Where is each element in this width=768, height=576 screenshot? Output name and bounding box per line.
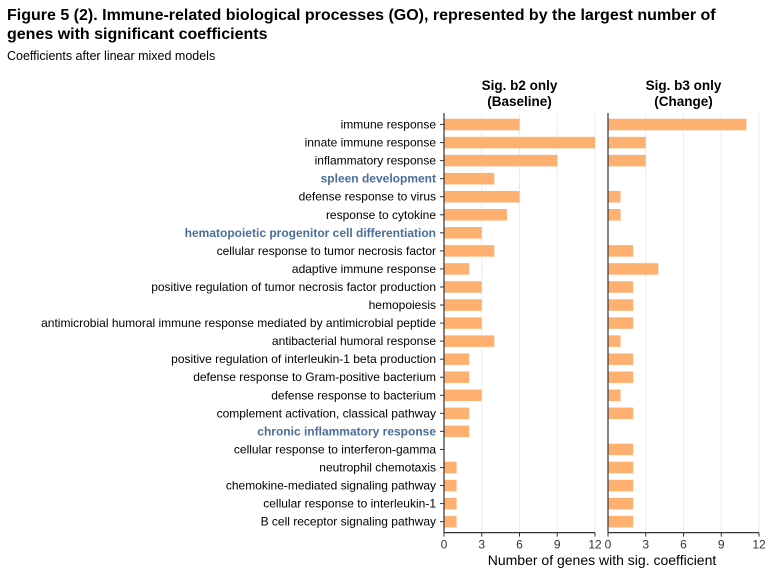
category-label: B cell receptor signaling pathway: [261, 515, 436, 529]
bar-panel1-11: [444, 317, 482, 329]
bar-panel1-7: [444, 245, 495, 257]
category-label: adaptive immune response: [292, 262, 436, 276]
panel-title-line1: Sig. b3 only: [646, 78, 722, 93]
category-label: response to cytokine: [326, 208, 436, 222]
bar-panel1-1: [444, 136, 595, 149]
category-label: complement activation, classical pathway: [217, 406, 436, 420]
bar-panel2-10: [608, 299, 634, 311]
x-tick-label: 12: [588, 538, 602, 552]
panel-title-line2: (Baseline): [487, 94, 552, 109]
bar-panel1-10: [444, 299, 482, 311]
category-label: cellular response to interferon-gamma: [234, 442, 436, 456]
bar-panel1-16: [444, 407, 470, 420]
bar-panel1-8: [444, 263, 470, 275]
bar-panel2-0: [608, 118, 747, 131]
bar-panel1-22: [444, 515, 457, 528]
category-label: antimicrobial humoral immune response me…: [41, 316, 436, 330]
category-label: positive regulation of tumor necrosis fa…: [151, 280, 436, 294]
category-label: defense response to bacterium: [271, 388, 436, 402]
bar-panel2-4: [608, 190, 621, 203]
bar-panel1-13: [444, 353, 470, 365]
bar-panel2-19: [608, 461, 634, 474]
bar-panel2-21: [608, 497, 634, 510]
bar-panel1-20: [444, 479, 457, 492]
category-label: spleen development: [321, 172, 436, 186]
category-label: neutrophil chemotaxis: [319, 460, 436, 474]
category-label: hemopoiesis: [369, 298, 436, 312]
category-label: antibacterial humoral response: [272, 334, 436, 348]
bar-panel2-12: [608, 335, 621, 347]
bar-panel1-2: [444, 154, 558, 167]
bar-panel2-7: [608, 245, 634, 257]
category-label: innate immune response: [305, 136, 437, 150]
category-label: defense response to virus: [299, 190, 436, 204]
bar-panel2-8: [608, 263, 659, 275]
category-label: chronic inflammatory response: [257, 424, 436, 438]
x-tick-label: 3: [478, 538, 485, 552]
bar-panel2-14: [608, 371, 634, 383]
category-label: positive regulation of interleukin-1 bet…: [171, 352, 436, 366]
bar-panel1-0: [444, 118, 520, 131]
category-label: cellular response to interleukin-1: [263, 497, 436, 511]
category-label: defense response to Gram-positive bacter…: [193, 370, 436, 384]
bar-panel1-9: [444, 281, 482, 293]
x-tick-label: 3: [642, 538, 649, 552]
bar-panel2-13: [608, 353, 634, 365]
x-tick-label: 0: [605, 538, 612, 552]
bar-panel2-15: [608, 389, 621, 402]
bar-panel1-17: [444, 425, 470, 438]
bar-panel2-20: [608, 479, 634, 492]
bar-panel1-5: [444, 209, 507, 221]
bar-panel1-4: [444, 190, 520, 203]
bar-panel2-22: [608, 515, 634, 528]
figure-title: Figure 5 (2). Immune-related biological …: [7, 7, 716, 24]
category-label: hematopoietic progenitor cell differenti…: [185, 226, 436, 240]
panel-title-line1: Sig. b2 only: [482, 78, 558, 93]
category-label: cellular response to tumor necrosis fact…: [217, 244, 436, 258]
category-label: immune response: [341, 118, 437, 132]
category-label: chemokine-mediated signaling pathway: [226, 479, 436, 493]
bar-panel1-14: [444, 371, 470, 383]
x-tick-label: 9: [554, 538, 561, 552]
bar-panel2-18: [608, 443, 634, 456]
bar-panel1-21: [444, 497, 457, 510]
bar-panel2-5: [608, 209, 621, 221]
x-axis-title: Number of genes with sig. coefficient: [488, 552, 717, 568]
x-tick-label: 0: [441, 538, 448, 552]
bar-panel2-9: [608, 281, 634, 293]
bar-panel1-6: [444, 227, 482, 239]
bar-panel2-16: [608, 407, 634, 420]
bar-panel2-2: [608, 154, 646, 167]
figure-title-line2: genes with significant coefficients: [7, 26, 268, 43]
x-tick-label: 6: [680, 538, 687, 552]
x-tick-label: 12: [752, 538, 766, 552]
bar-panel2-1: [608, 136, 646, 149]
x-tick-label: 9: [718, 538, 725, 552]
panel-title-line2: (Change): [654, 94, 713, 109]
bar-panel1-15: [444, 389, 482, 402]
bar-panel1-19: [444, 461, 457, 474]
bar-panel1-12: [444, 335, 495, 347]
figure-subtitle: Coefficients after linear mixed models: [7, 49, 216, 63]
x-tick-label: 6: [516, 538, 523, 552]
bar-panel1-3: [444, 172, 495, 185]
bar-panel2-11: [608, 317, 634, 329]
category-label: inflammatory response: [315, 154, 437, 168]
